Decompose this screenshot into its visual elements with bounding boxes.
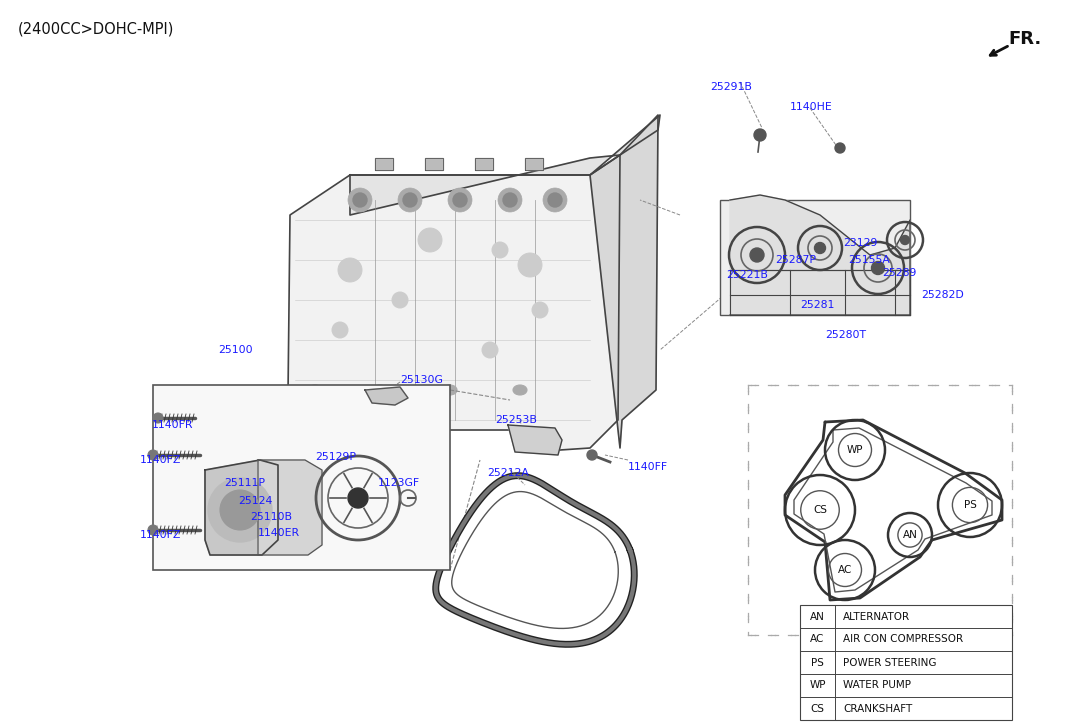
Text: 1140FZ: 1140FZ: [140, 530, 181, 540]
Bar: [800, 605, 1012, 720]
Circle shape: [448, 188, 472, 212]
Circle shape: [418, 228, 442, 252]
Text: 25129P: 25129P: [315, 452, 356, 462]
Circle shape: [503, 193, 517, 207]
Text: WP: WP: [847, 445, 863, 455]
Circle shape: [220, 490, 260, 530]
Text: 25100: 25100: [218, 345, 253, 355]
Circle shape: [398, 188, 423, 212]
Text: 25289: 25289: [882, 268, 917, 278]
Circle shape: [548, 193, 562, 207]
Text: 1140FZ: 1140FZ: [140, 455, 181, 465]
Text: 25281: 25281: [800, 300, 834, 310]
Text: 25124: 25124: [238, 496, 272, 506]
Circle shape: [482, 342, 498, 358]
Circle shape: [750, 248, 764, 262]
Text: POWER STEERING: POWER STEERING: [843, 657, 937, 667]
Circle shape: [543, 188, 567, 212]
Text: WP: WP: [809, 680, 826, 691]
Ellipse shape: [373, 385, 387, 395]
Polygon shape: [508, 425, 562, 455]
Ellipse shape: [513, 385, 527, 395]
Bar: [720, 200, 910, 315]
Circle shape: [453, 193, 467, 207]
Circle shape: [403, 193, 417, 207]
Text: ALTERNATOR: ALTERNATOR: [843, 611, 910, 622]
Ellipse shape: [443, 385, 457, 395]
Circle shape: [532, 302, 548, 318]
Circle shape: [348, 488, 368, 508]
Text: (2400CC>DOHC-MPI): (2400CC>DOHC-MPI): [18, 22, 174, 37]
Bar: [525, 158, 543, 170]
Circle shape: [492, 242, 508, 258]
Text: 1140FF: 1140FF: [628, 462, 668, 472]
Text: 25221B: 25221B: [726, 270, 768, 280]
Text: AC: AC: [810, 635, 825, 645]
Text: 25282D: 25282D: [921, 290, 964, 300]
Circle shape: [754, 129, 766, 141]
Circle shape: [392, 292, 408, 308]
Circle shape: [153, 413, 163, 423]
Text: 25280T: 25280T: [825, 330, 866, 340]
Circle shape: [338, 258, 362, 282]
Circle shape: [348, 188, 372, 212]
Circle shape: [872, 262, 885, 275]
Circle shape: [814, 243, 826, 254]
Text: 1123GF: 1123GF: [378, 478, 420, 488]
Text: 25253B: 25253B: [495, 415, 537, 425]
Circle shape: [517, 253, 542, 277]
Polygon shape: [730, 195, 910, 315]
Text: PS: PS: [811, 657, 824, 667]
Circle shape: [148, 525, 158, 535]
Polygon shape: [205, 460, 278, 555]
Polygon shape: [258, 460, 322, 555]
Text: 25130G: 25130G: [400, 375, 443, 385]
Text: CS: CS: [813, 505, 827, 515]
Text: 25110B: 25110B: [250, 512, 292, 522]
Text: PS: PS: [964, 500, 976, 510]
Text: 25155A: 25155A: [848, 255, 890, 265]
Text: WATER PUMP: WATER PUMP: [843, 680, 911, 691]
Text: 25111P: 25111P: [224, 478, 265, 488]
Text: 25287P: 25287P: [775, 255, 816, 265]
Circle shape: [587, 450, 598, 460]
Bar: [375, 158, 393, 170]
Circle shape: [353, 193, 367, 207]
Text: AN: AN: [903, 530, 918, 540]
Circle shape: [332, 322, 348, 338]
Circle shape: [835, 143, 845, 153]
Polygon shape: [590, 115, 658, 448]
Text: AC: AC: [838, 565, 853, 575]
Polygon shape: [288, 155, 620, 450]
Polygon shape: [365, 387, 408, 405]
Circle shape: [498, 188, 522, 212]
Text: 23129: 23129: [843, 238, 877, 248]
Text: AIR CON COMPRESSOR: AIR CON COMPRESSOR: [843, 635, 964, 645]
Text: 1140FR: 1140FR: [152, 420, 193, 430]
Bar: [475, 158, 493, 170]
Circle shape: [208, 478, 272, 542]
Bar: [153, 385, 450, 570]
Circle shape: [148, 450, 158, 460]
Polygon shape: [350, 115, 660, 215]
Text: CRANKSHAFT: CRANKSHAFT: [843, 704, 912, 713]
Ellipse shape: [308, 385, 322, 395]
Text: 1140ER: 1140ER: [258, 528, 300, 538]
Bar: [425, 158, 443, 170]
Text: 25212A: 25212A: [487, 468, 529, 478]
Circle shape: [901, 236, 909, 244]
Text: 25291B: 25291B: [710, 82, 752, 92]
Text: CS: CS: [811, 704, 825, 713]
Text: AN: AN: [810, 611, 825, 622]
Text: 1140HE: 1140HE: [790, 102, 832, 112]
Text: FR.: FR.: [1008, 30, 1041, 48]
